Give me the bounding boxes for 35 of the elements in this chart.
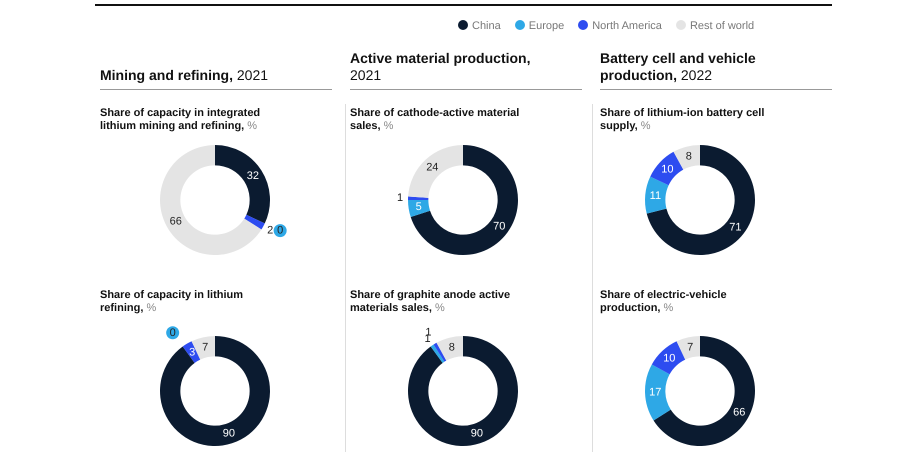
data-label: 66 — [170, 216, 182, 228]
chart-title: Battery cell and vehicle production, 2022 — [600, 50, 756, 83]
data-label: 24 — [426, 161, 438, 174]
data-label: 3 — [189, 346, 196, 358]
text: Share of capacity in integrated lithium mining and refining, % — [100, 107, 260, 132]
text: 0 — [170, 326, 176, 339]
data-label: 5 — [416, 201, 422, 214]
data-label: 71 — [729, 222, 742, 234]
chart-subtitle: Share of electric-vehicle production, % — [600, 289, 727, 314]
data-label: 66 — [733, 406, 746, 419]
data-label: 10 — [663, 352, 676, 364]
chart-subtitle: Share of lithium-ion battery cell supply, % — [600, 107, 764, 132]
legend-label: China — [472, 20, 501, 32]
data-label: 11 — [650, 190, 662, 202]
data-label: 90 — [470, 428, 483, 440]
data-label: 8 — [686, 150, 692, 163]
data-label: 1 — [396, 192, 404, 204]
text: 0 — [277, 224, 284, 237]
data-label: 17 — [649, 386, 662, 398]
legend-label: Europe — [528, 20, 564, 32]
text: Mining and refining, 2021 — [100, 67, 268, 83]
data-label: 7 — [202, 341, 208, 354]
chart-title: Active material production, 2021 — [350, 50, 530, 83]
chart-subtitle: Share of capacity in lithium refining, % — [100, 289, 244, 314]
data-label: 10 — [661, 163, 674, 176]
data-label: 2 — [267, 224, 274, 236]
chart-subtitle: Share of cathode-active material sales, % — [350, 107, 520, 132]
legend-label: North America — [592, 20, 662, 32]
data-label: 90 — [222, 428, 235, 440]
data-label: 8 — [448, 342, 455, 354]
data-label: 7 — [687, 341, 694, 354]
data-label: 32 — [246, 170, 259, 182]
chart-subtitle: Share of graphite anode active materials sales, % — [350, 289, 510, 314]
data-label: 70 — [493, 220, 506, 232]
legend-label: Rest of world — [690, 20, 754, 32]
